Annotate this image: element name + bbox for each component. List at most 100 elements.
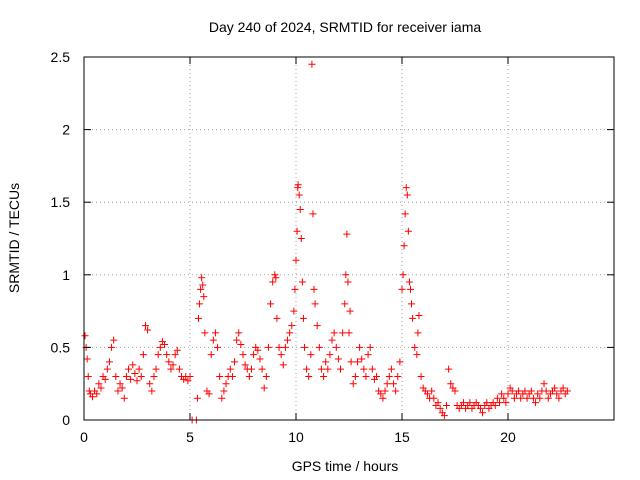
data-point [493, 394, 501, 402]
data-point [141, 322, 149, 330]
data-point [402, 184, 410, 192]
data-point [346, 307, 354, 315]
data-point [326, 351, 334, 359]
data-point [205, 390, 213, 398]
data-point [349, 380, 357, 388]
data-point [226, 365, 234, 373]
data-point [443, 401, 451, 409]
data-point [466, 399, 474, 407]
data-point [305, 372, 313, 380]
data-point [171, 351, 179, 359]
data-point [551, 384, 559, 392]
data-point [108, 343, 116, 351]
data-point [293, 227, 301, 235]
data-point [294, 181, 302, 189]
data-point [398, 285, 406, 293]
data-point [262, 372, 270, 380]
data-point [237, 340, 245, 348]
data-point [122, 372, 130, 380]
data-point [345, 329, 353, 337]
data-point [320, 372, 328, 380]
data-point [479, 409, 487, 417]
data-point [299, 314, 307, 322]
data-point [165, 358, 173, 366]
data-point [95, 380, 103, 388]
data-point [112, 372, 120, 380]
data-point [515, 387, 523, 395]
data-point [351, 372, 359, 380]
data-point [409, 314, 417, 322]
data-point [300, 343, 308, 351]
data-point [156, 343, 164, 351]
axis-ticks: 0 0.5 1 1.5 2 2.5 0 5 10 15 20 [51, 49, 614, 445]
data-point [288, 322, 296, 330]
data-point [137, 372, 145, 380]
data-point [413, 351, 421, 359]
data-point [559, 384, 567, 392]
data-point [423, 390, 431, 398]
data-point [284, 336, 292, 344]
data-point [310, 285, 318, 293]
data-point [256, 355, 264, 363]
data-point [200, 293, 208, 301]
data-point [307, 351, 315, 359]
data-point [148, 387, 156, 395]
data-point [247, 365, 255, 373]
data-point [114, 387, 122, 395]
data-point [118, 384, 126, 392]
data-point [97, 384, 105, 392]
x-tick-label: 5 [186, 429, 194, 445]
data-point [353, 358, 361, 366]
data-point [313, 322, 321, 330]
data-point [403, 191, 411, 199]
data-point [292, 256, 300, 264]
data-point [235, 329, 243, 337]
data-point [510, 394, 518, 402]
data-point [544, 394, 552, 402]
data-point [201, 329, 209, 337]
data-point [324, 365, 332, 373]
data-point [129, 361, 137, 369]
data-point [167, 365, 175, 373]
data-point [101, 375, 109, 383]
data-point [328, 336, 336, 344]
data-point [135, 365, 143, 373]
data-point [254, 346, 262, 354]
data-point [387, 365, 395, 373]
data-point [447, 380, 455, 388]
data-point [110, 336, 118, 344]
data-point [414, 329, 422, 337]
y-axis-label: SRMTID / TECUs [6, 183, 22, 293]
data-point [197, 285, 205, 293]
data-point [315, 343, 323, 351]
data-point [103, 365, 111, 373]
data-point [152, 365, 160, 373]
data-point [154, 351, 162, 359]
data-point [377, 390, 385, 398]
y-tick-label: 1 [62, 267, 70, 283]
data-point [295, 191, 303, 199]
data-point [491, 401, 499, 409]
data-point [194, 314, 202, 322]
data-point [436, 404, 444, 412]
data-point [400, 242, 408, 250]
data-point [500, 394, 508, 402]
data-point [88, 393, 96, 401]
y-tick-label: 2.5 [51, 49, 71, 65]
data-point [196, 300, 204, 308]
data-point [451, 387, 459, 395]
data-point [144, 326, 152, 334]
data-point [105, 358, 113, 366]
data-point [161, 340, 169, 348]
data-point [260, 384, 268, 392]
y-tick-label: 1.5 [51, 194, 71, 210]
data-point [163, 351, 171, 359]
y-tick-label: 0.5 [51, 339, 71, 355]
data-point [198, 274, 206, 282]
data-point [309, 210, 317, 218]
data-point [366, 343, 374, 351]
data-point [220, 387, 228, 395]
data-point [258, 365, 266, 373]
data-point [396, 358, 404, 366]
